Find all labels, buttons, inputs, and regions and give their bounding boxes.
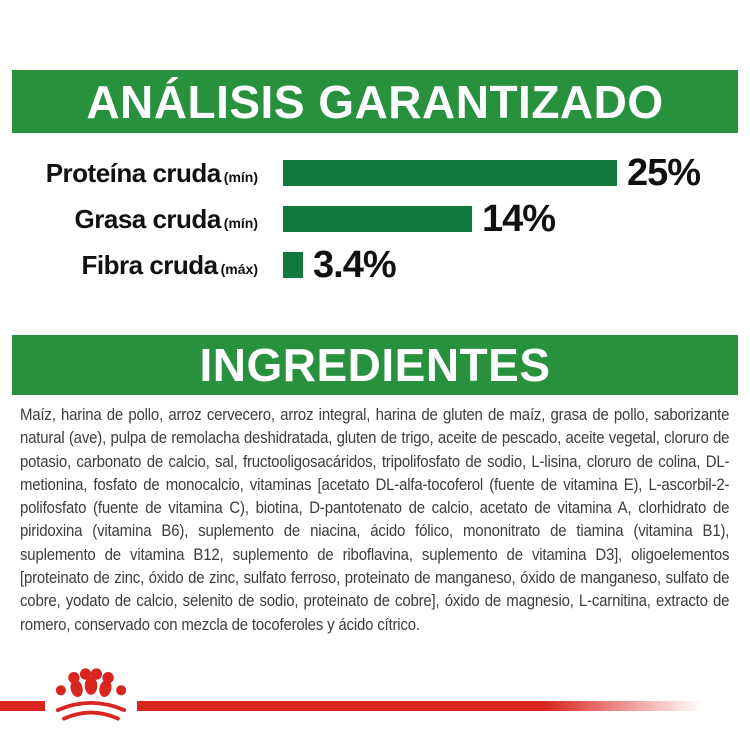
analysis-title: ANÁLISIS GARANTIZADO — [86, 75, 664, 128]
chart-row-fiber: Fibra cruda (máx) 3.4% — [0, 242, 750, 288]
analysis-section-banner: ANÁLISIS GARANTIZADO — [12, 70, 738, 133]
fat-qualifier: (mín) — [223, 214, 258, 231]
chart-row-protein: Proteína cruda (mín) 25% — [0, 150, 750, 196]
fat-label-text: Grasa cruda — [74, 203, 222, 234]
fiber-bar — [283, 252, 303, 278]
fiber-value: 3.4% — [313, 243, 397, 286]
protein-label-text: Proteína cruda — [45, 157, 222, 188]
brand-rule-right — [137, 701, 702, 711]
fiber-label: Fibra cruda (máx) — [0, 250, 258, 281]
protein-qualifier: (mín) — [223, 168, 258, 185]
protein-label: Proteína cruda (mín) — [0, 158, 258, 189]
protein-bar — [283, 160, 617, 186]
protein-value: 25% — [627, 151, 701, 194]
ingredients-paragraph: Maíz, harina de pollo, arroz cervecero, … — [20, 406, 730, 634]
royal-canin-crown-icon — [55, 668, 127, 721]
chart-row-fat: Grasa cruda (mín) 14% — [0, 196, 750, 242]
guaranteed-analysis-chart: Proteína cruda (mín) 25% Grasa cruda (mín)… — [0, 150, 750, 288]
fat-value: 14% — [482, 197, 556, 240]
ingredients-title: INGREDIENTES — [199, 339, 551, 391]
fiber-label-text: Fibra cruda — [81, 249, 219, 280]
ingredients-section-banner: INGREDIENTES — [12, 335, 738, 395]
fiber-qualifier: (máx) — [220, 260, 258, 277]
fat-label: Grasa cruda (mín) — [0, 204, 258, 235]
fat-bar — [283, 206, 472, 232]
brand-rule-left — [0, 701, 45, 711]
